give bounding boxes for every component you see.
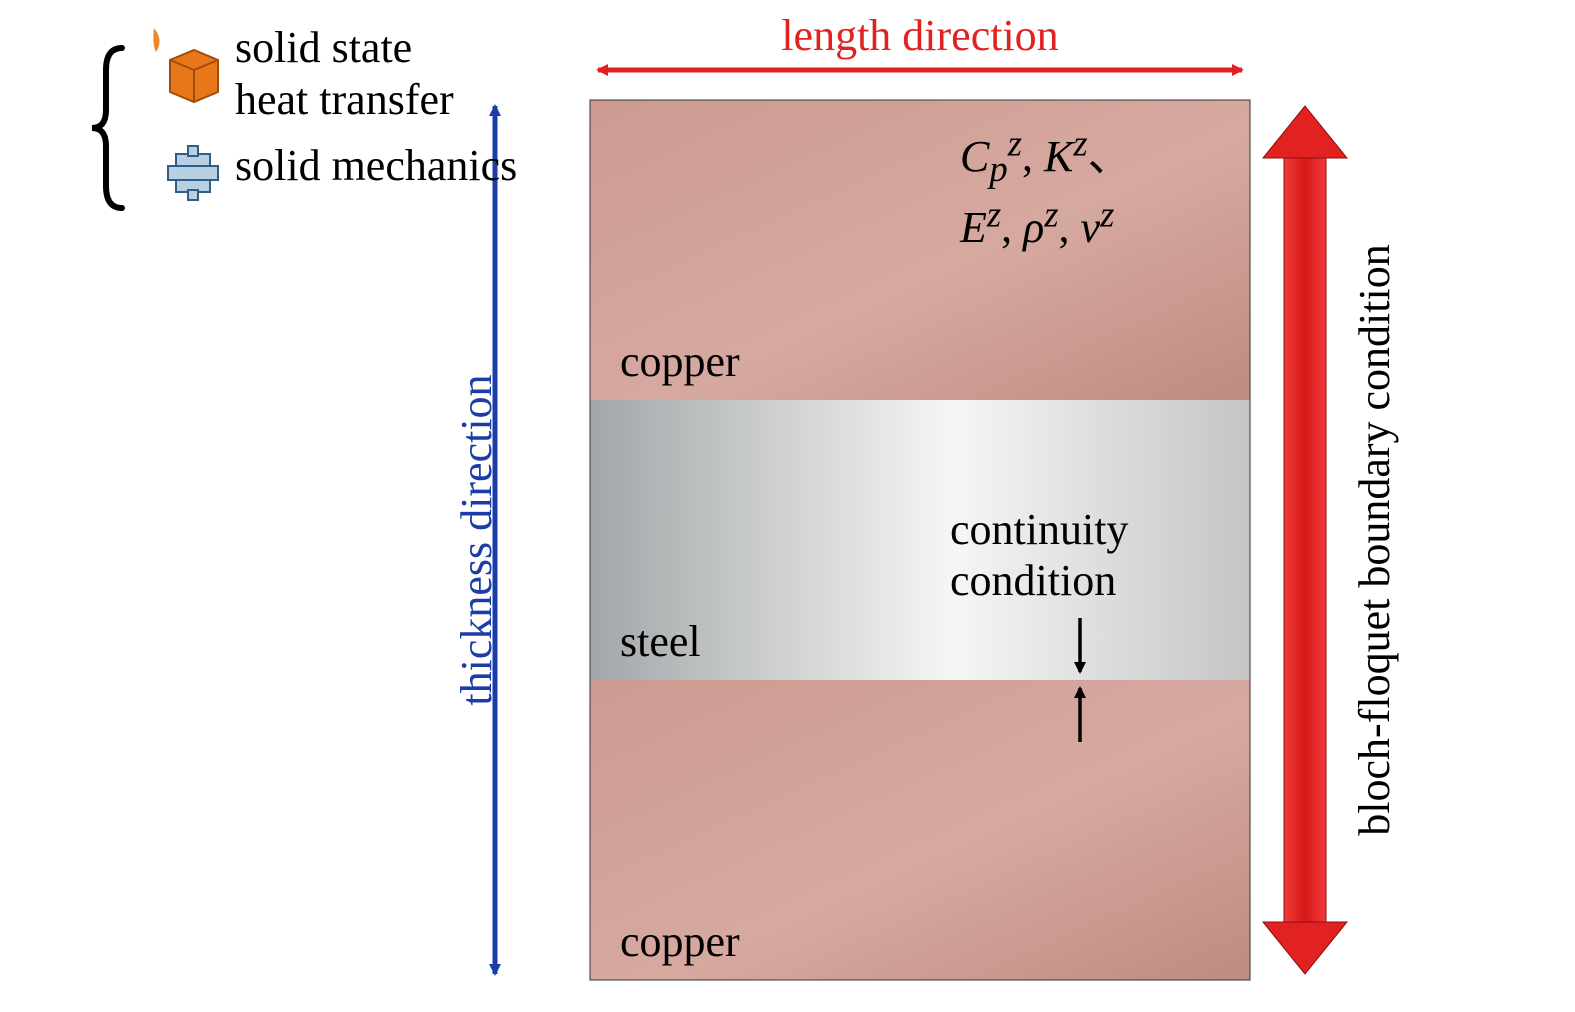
bloch-label: bloch-floquet boundary condition [1349, 100, 1409, 980]
layer-copper-bottom-label: copper [620, 916, 740, 967]
continuity-label: continuitycondition [950, 505, 1128, 606]
material-params: Cpz, Kz、Ez, ρz, νz [960, 120, 1132, 255]
thickness-label: thickness direction [451, 100, 501, 980]
layer-steel-label: steel [620, 616, 701, 667]
legend-heat-label: solid stateheat transfer [235, 22, 454, 126]
legend-mech-label: solid mechanics [235, 140, 517, 191]
layer-copper-top-label: copper [620, 336, 740, 387]
length-label: length direction [590, 10, 1250, 61]
